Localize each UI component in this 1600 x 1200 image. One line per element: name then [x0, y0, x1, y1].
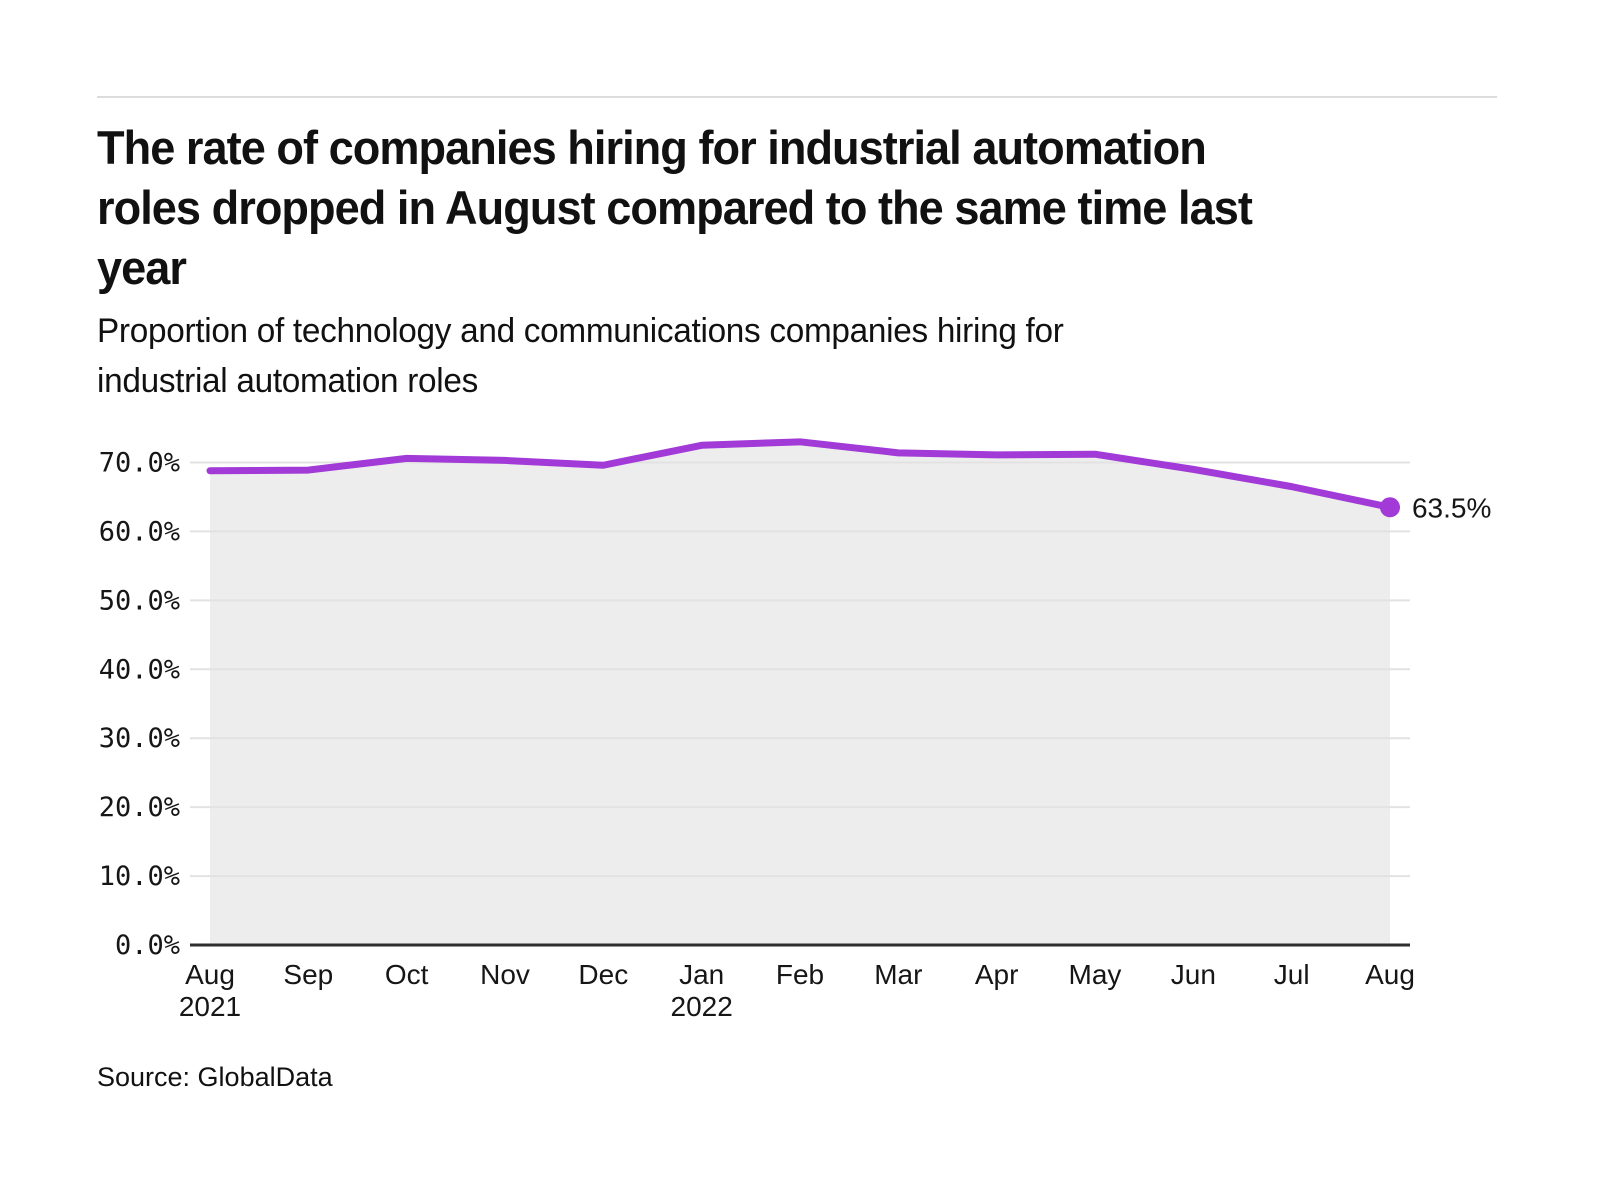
chart-subtitle: Proportion of technology and communicati…	[97, 306, 1064, 406]
y-tick-label-40.0%: 40.0%	[99, 654, 180, 685]
y-tick-label-30.0%: 30.0%	[99, 723, 180, 754]
x-tick-label-Feb-6: Feb	[776, 959, 824, 990]
x-tick-year-2022: 2022	[671, 991, 733, 1022]
chart-subtitle-line-1: Proportion of technology and communicati…	[97, 312, 1064, 350]
x-tick-label-May-9: May	[1069, 959, 1122, 990]
hiring-rate-chart: 0.0% 10.0% 20.0% 30.0% 40.0% 50.0% 60.0% 70.0% A…	[0, 400, 1600, 1040]
page-title-line-1: The rate of companies hiring for industr…	[97, 121, 1207, 174]
y-tick-label-10.0%: 10.0%	[99, 861, 180, 892]
x-tick-label-Apr-8: Apr	[975, 959, 1019, 990]
x-tick-label-Oct-2: Oct	[385, 959, 429, 990]
x-tick-label-Dec-4: Dec	[578, 959, 628, 990]
y-tick-label-20.0%: 20.0%	[99, 792, 180, 823]
hiring-rate-chart-svg: 0.0% 10.0% 20.0% 30.0% 40.0% 50.0% 60.0% 70.0% A…	[99, 438, 1491, 1022]
source-note: Source: GlobalData	[97, 1062, 333, 1092]
page-title-line-3: year	[97, 241, 187, 294]
x-tick-label-Sep-1: Sep	[283, 959, 333, 990]
y-tick-label-70.0%: 70.0%	[99, 447, 180, 478]
x-tick-label-Mar-7: Mar	[874, 959, 922, 990]
y-tick-label-0.0%: 0.0%	[115, 930, 180, 961]
x-tick-year-2021: 2021	[179, 991, 241, 1022]
top-divider	[97, 96, 1497, 98]
y-tick-label-60.0%: 60.0%	[99, 516, 180, 547]
x-tick-label-Aug-12: Aug	[1365, 959, 1415, 990]
series-area-fill	[210, 441, 1390, 945]
x-tick-label-Jun-10: Jun	[1171, 959, 1216, 990]
chart-subtitle-line-2: industrial automation roles	[97, 362, 479, 400]
page-title: The rate of companies hiring for industr…	[97, 118, 1253, 298]
end-value-label: 63.5%	[1412, 492, 1491, 523]
series-end-dot	[1379, 497, 1400, 518]
y-tick-label-50.0%: 50.0%	[99, 585, 180, 616]
x-tick-label-Aug-0: Aug	[185, 959, 235, 990]
x-tick-label-Jan-5: Jan	[679, 959, 724, 990]
series-line	[206, 438, 1394, 511]
x-tick-label-Jul-11: Jul	[1274, 959, 1310, 990]
x-tick-label-Nov-3: Nov	[480, 959, 530, 990]
page-title-line-2: roles dropped in August compared to the …	[97, 181, 1253, 234]
